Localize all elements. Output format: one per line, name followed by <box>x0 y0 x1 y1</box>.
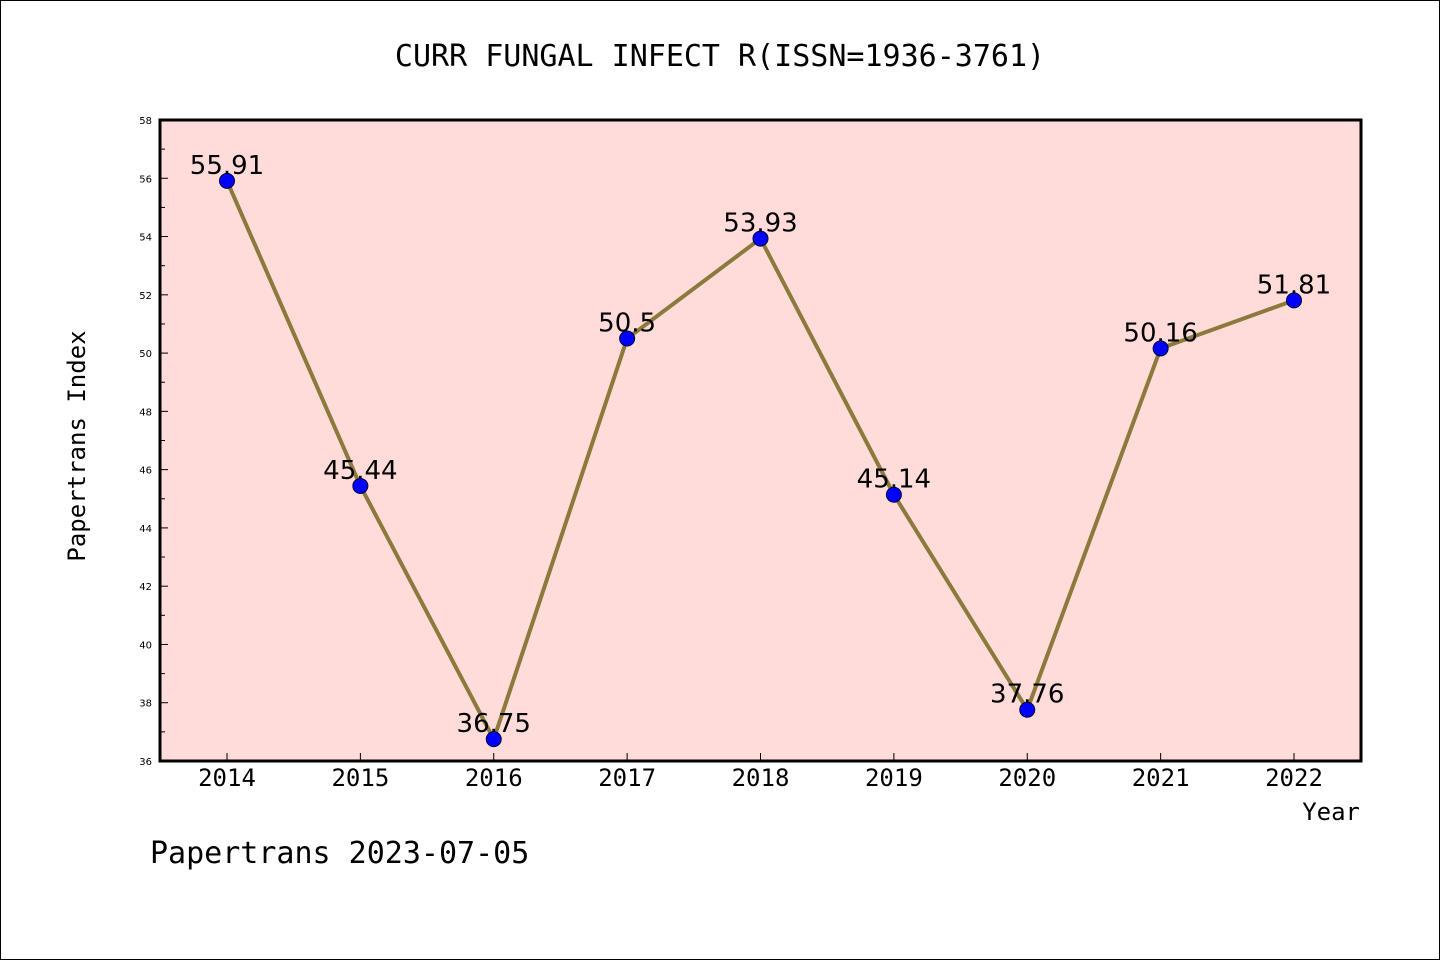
y-tick-label: 48 <box>139 407 152 418</box>
y-tick-label: 46 <box>139 466 152 477</box>
chart-title: CURR FUNGAL INFECT R(ISSN=1936-3761) <box>395 39 1045 74</box>
footer-credit: Papertrans 2023-07-05 <box>150 836 529 871</box>
x-tick-label: 2019 <box>865 764 923 792</box>
x-tick-label: 2021 <box>1132 764 1190 792</box>
x-tick-label: 2020 <box>998 764 1056 792</box>
data-point-marker <box>619 330 636 347</box>
data-value-label: 50.16 <box>1123 318 1197 348</box>
x-tick-label: 2017 <box>598 764 656 792</box>
y-tick-label: 42 <box>139 582 152 593</box>
x-axis: 2014 2015 2016 2017 2018 2019 2020 2021 2022 <box>198 753 1323 792</box>
data-value-label: 55.91 <box>190 151 264 181</box>
x-tick-label: 2014 <box>198 764 256 792</box>
x-tick-label: 2016 <box>465 764 523 792</box>
data-point-marker <box>885 486 902 503</box>
y-tick-label: 54 <box>139 233 152 244</box>
plot-area <box>158 118 1363 763</box>
x-tick-label: 2015 <box>331 764 389 792</box>
data-point-marker <box>752 230 769 247</box>
x-tick-label: 2022 <box>1265 764 1323 792</box>
y-tick-label: 44 <box>139 524 152 535</box>
y-tick-label: 36 <box>139 757 152 768</box>
data-value-label: 45.14 <box>857 465 931 495</box>
data-point-marker <box>219 172 235 189</box>
data-labels: 55.91 45.44 36.75 50.5 53.93 45.14 37.76 50.16 5… <box>190 151 1331 739</box>
y-tick-label: 52 <box>139 291 152 302</box>
x-tick-label: 2018 <box>732 764 790 792</box>
y-tick-label: 50 <box>139 349 152 360</box>
x-axis-label: Year <box>1302 798 1360 826</box>
data-point-marker <box>1286 292 1302 309</box>
y-axis: 36 38 40 42 44 46 48 50 52 54 56 58 <box>139 116 168 768</box>
data-value-label: 53.93 <box>723 209 797 239</box>
y-tick-label: 56 <box>139 174 152 185</box>
data-value-label: 45.44 <box>323 456 397 486</box>
y-tick-label: 58 <box>139 116 152 127</box>
series-line <box>219 172 1302 748</box>
data-point-marker <box>485 731 502 748</box>
y-tick-label: 40 <box>139 640 152 651</box>
data-value-label: 50.5 <box>598 309 656 339</box>
y-tick-label: 38 <box>139 699 152 710</box>
data-value-label: 37.76 <box>990 680 1064 710</box>
data-point-marker <box>1152 340 1169 357</box>
data-value-label: 51.81 <box>1257 270 1331 300</box>
y-axis-label: Papertrans Index <box>63 330 91 561</box>
data-point-marker <box>1019 701 1036 718</box>
data-value-label: 36.75 <box>457 709 531 739</box>
data-point-marker <box>352 477 369 494</box>
